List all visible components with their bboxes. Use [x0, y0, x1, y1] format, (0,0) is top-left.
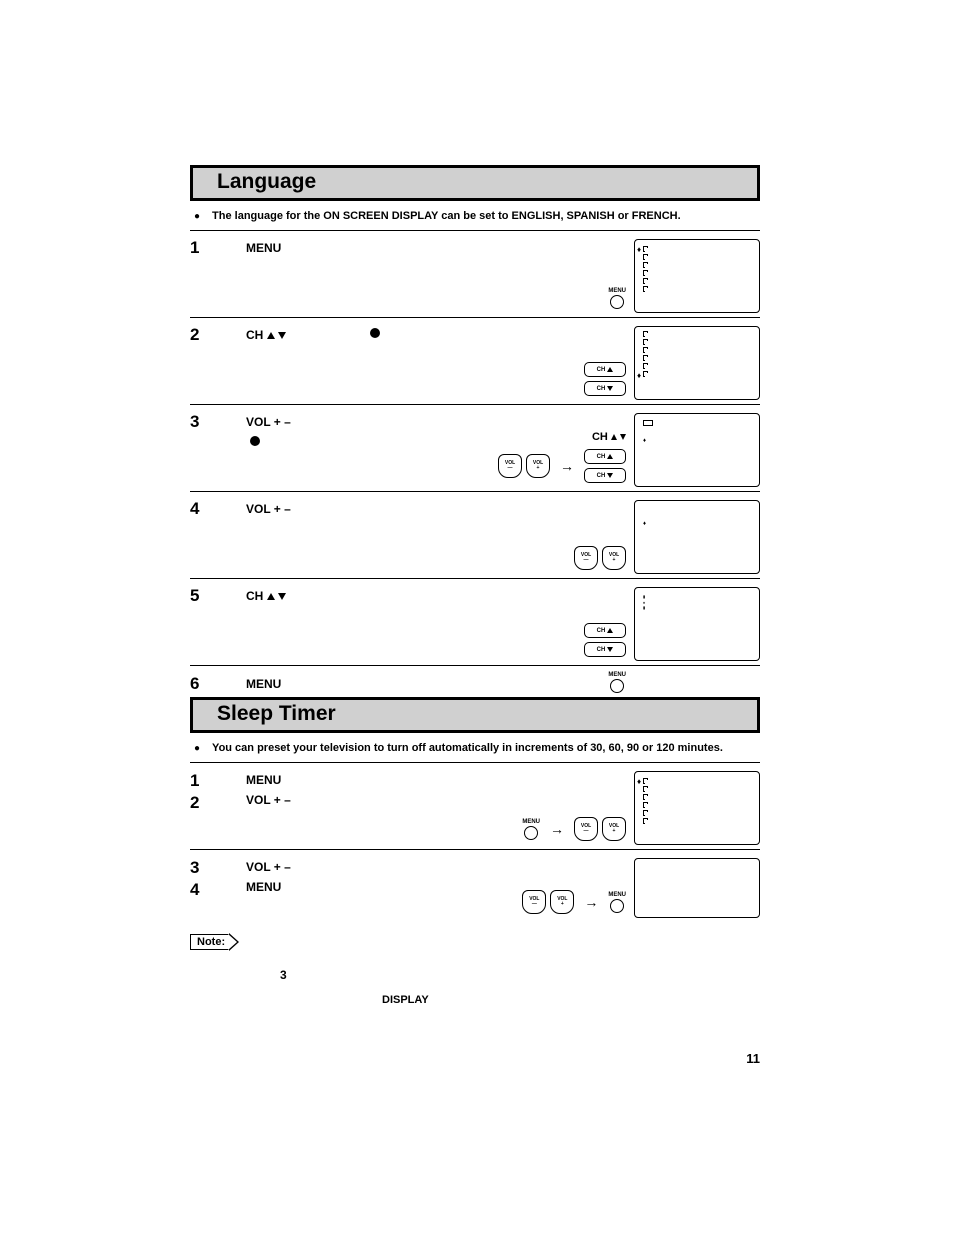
triangle-up-icon: [267, 593, 275, 600]
note-three: 3: [280, 968, 760, 982]
vol-minus-button-icon: VOL —: [522, 890, 546, 914]
step-label: MENU: [212, 237, 362, 257]
note-block: Note: 3 DISPLAY: [190, 932, 760, 1006]
vol-minus-button-icon: VOL —: [498, 454, 522, 478]
sleep-intro: ● You can preset your television to turn…: [190, 739, 760, 762]
screen-preview: [634, 858, 760, 918]
note-display: DISPLAY: [382, 994, 760, 1006]
lang-step-5: 5 CH CH CH ▮♦▮: [190, 579, 760, 665]
step-number: 1: [190, 237, 212, 256]
ch-label: CH: [592, 431, 626, 443]
lang-step-3: 3 VOL + – CH VOL —: [190, 405, 760, 491]
lang-step-1: 1 MENU MENU ♦: [190, 231, 760, 317]
triangle-down-icon: [278, 593, 286, 600]
step-label: MENU: [212, 673, 362, 693]
ch-down-button-icon: CH: [584, 642, 626, 657]
page-number: 11: [746, 1051, 760, 1066]
menu-button-icon: MENU: [522, 819, 540, 840]
sleep-step-1-2: 1 2 MENU VOL + – MENU → VOL —: [190, 763, 760, 849]
arrow-right-icon: →: [584, 894, 598, 910]
screen-preview: ♦: [634, 413, 760, 487]
step-numbers: 3 4: [190, 856, 212, 901]
sleep-timer-header: Sleep Timer: [190, 697, 760, 733]
menu-button-label: MENU: [608, 672, 626, 678]
vol-minus-button-icon: VOL —: [574, 546, 598, 570]
step-labels: MENU VOL + –: [212, 769, 362, 809]
triangle-down-icon: [278, 332, 286, 339]
step-numbers: 1 2: [190, 769, 212, 814]
card-icon: [643, 420, 653, 426]
menu-button-icon: MENU: [608, 672, 626, 693]
sleep-intro-text: You can preset your television to turn o…: [212, 741, 760, 755]
step-number: 2: [190, 324, 212, 343]
step-label: VOL + –: [212, 498, 362, 518]
ch-up-button-icon: CH: [584, 449, 626, 464]
step-number: 5: [190, 585, 212, 604]
vol-minus-button-icon: VOL —: [574, 817, 598, 841]
lang-step-6: 6 MENU MENU: [190, 666, 760, 697]
screen-preview: ♦: [634, 239, 760, 313]
menu-button-icon: MENU: [608, 892, 626, 913]
triangle-up-icon: [267, 332, 275, 339]
bullet-icon: ●: [190, 209, 200, 224]
screen-preview: ♦: [634, 500, 760, 574]
manual-page: Language ● The language for the ON SCREE…: [190, 165, 760, 1006]
ch-up-button-icon: CH: [584, 623, 626, 638]
arrow-right-icon: →: [560, 458, 574, 474]
ch-down-button-icon: CH: [584, 381, 626, 396]
step-label: VOL + –: [212, 411, 362, 449]
note-label: Note:: [190, 934, 230, 950]
language-header: Language: [190, 165, 760, 201]
vol-plus-button-icon: VOL +: [602, 546, 626, 570]
filled-circle-icon: [250, 436, 260, 446]
ch-down-button-icon: CH: [584, 468, 626, 483]
screen-preview: ♦: [634, 326, 760, 400]
language-intro: ● The language for the ON SCREEN DISPLAY…: [190, 207, 760, 230]
step-label: CH: [212, 324, 362, 344]
language-intro-text: The language for the ON SCREEN DISPLAY c…: [212, 209, 760, 223]
circle-icon: [610, 295, 624, 309]
menu-button-icon: MENU: [608, 288, 626, 309]
screen-preview: ▮♦▮: [634, 587, 760, 661]
vol-plus-button-icon: VOL +: [526, 454, 550, 478]
arrow-right-icon: →: [550, 821, 564, 837]
step-number: 4: [190, 498, 212, 517]
step-number: 6: [190, 673, 212, 692]
sleep-step-3-4: 3 4 VOL + – MENU VOL — VOL +: [190, 850, 760, 922]
ch-up-button-icon: CH: [584, 362, 626, 377]
lang-step-4: 4 VOL + – VOL — VOL + ♦: [190, 492, 760, 578]
circle-icon: [610, 679, 624, 693]
filled-circle-icon: [370, 328, 380, 338]
step-labels: VOL + – MENU: [212, 856, 362, 896]
menu-button-label: MENU: [608, 288, 626, 294]
step-number: 3: [190, 411, 212, 430]
step-label: CH: [212, 585, 362, 605]
screen-preview: ♦: [634, 771, 760, 845]
vol-plus-button-icon: VOL +: [602, 817, 626, 841]
bullet-icon: ●: [190, 741, 200, 756]
lang-step-2: 2 CH CH CH ♦: [190, 318, 760, 404]
vol-plus-button-icon: VOL +: [550, 890, 574, 914]
